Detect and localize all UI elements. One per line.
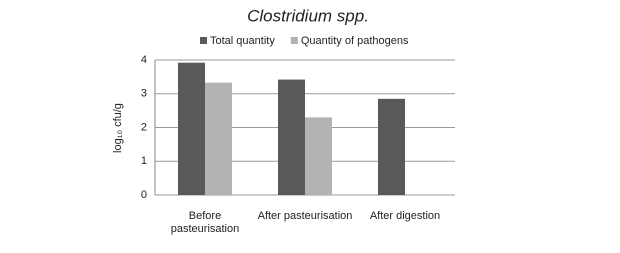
x-tick-label: After pasteurisation [257,210,353,222]
y-axis-label: log₁₀ cfu/g [112,103,124,153]
y-tick-label: 0 [141,189,147,201]
x-tick-label: After digestion [369,210,441,222]
bar [178,62,205,196]
y-tick-label: 3 [141,88,147,100]
bar [378,98,405,195]
bar [278,79,305,195]
legend-label: Total quantity [210,35,275,47]
y-tick-label: 4 [141,54,147,66]
x-tick-label: Before pasteurisation [170,210,240,235]
chart-title: Clostridium spp. [247,6,369,25]
bar [305,117,332,195]
y-tick-label: 2 [141,121,147,133]
legend-swatch [200,37,207,44]
legend-label: Quantity of pathogens [301,35,409,47]
bar [205,82,232,195]
legend-swatch [290,37,298,44]
y-tick-label: 1 [141,155,147,167]
